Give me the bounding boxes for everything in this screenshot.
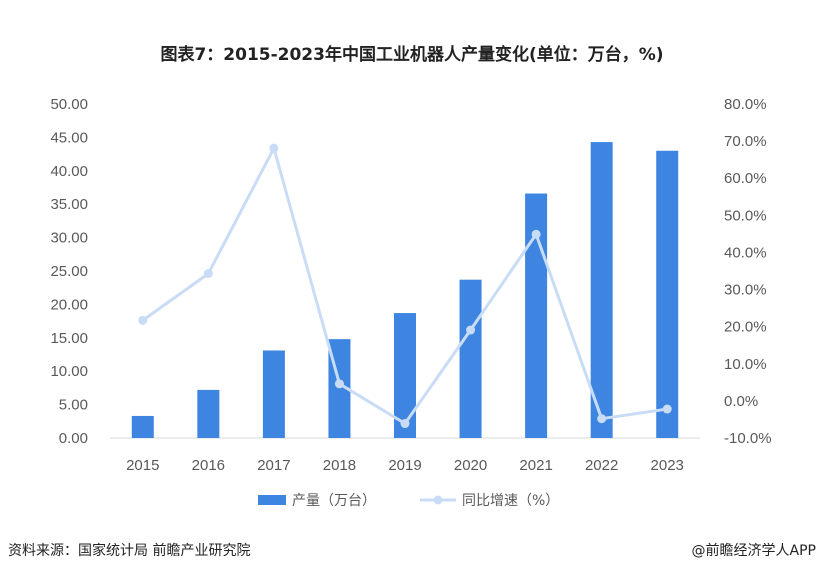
left-axis-tick-label: 40.00 — [50, 163, 88, 180]
x-axis-tick-label: 2015 — [126, 457, 159, 474]
bar — [131, 415, 154, 438]
line-point — [269, 143, 279, 153]
x-axis-ticks: 2015 2016 2017 2018 2019 2020 2021 2022 2023 — [126, 457, 684, 474]
line-point — [400, 419, 410, 429]
legend-line-label: 同比增速（%） — [462, 493, 559, 509]
right-axis-tick-label: -10.0% — [724, 430, 772, 447]
left-axis-tick-label: 5.00 — [59, 397, 88, 414]
line-point — [597, 414, 607, 424]
right-axis-tick-label: 0.0% — [724, 393, 758, 410]
right-axis-tick-label: 50.0% — [724, 207, 767, 224]
bar — [656, 150, 679, 438]
right-axis-tick-label: 60.0% — [724, 170, 767, 187]
left-axis-tick-label: 20.00 — [50, 296, 88, 313]
line-point — [531, 229, 541, 239]
left-axis-tick-label: 50.00 — [50, 96, 88, 113]
left-axis-tick-label: 0.00 — [59, 430, 88, 447]
left-axis-tick-label: 10.00 — [50, 363, 88, 380]
left-axis-tick-label: 45.00 — [50, 129, 88, 146]
bar — [262, 350, 285, 438]
bar — [394, 313, 416, 438]
x-axis-tick-label: 2022 — [585, 457, 618, 474]
bar — [525, 193, 548, 438]
x-axis-tick-label: 2017 — [257, 457, 290, 474]
bar — [197, 389, 220, 438]
legend: 产量（万台） 同比增速（%） — [258, 493, 559, 509]
x-axis-tick-label: 2016 — [192, 457, 225, 474]
x-axis-tick-label: 2020 — [454, 457, 487, 474]
left-axis-ticks: 50.00 45.00 40.00 35.00 30.00 25.00 20.00 15.00… — [50, 96, 88, 447]
right-axis-tick-label: 30.0% — [724, 282, 767, 299]
right-axis-tick-label: 80.0% — [724, 96, 767, 113]
bar-series — [131, 142, 679, 439]
x-axis-tick-label: 2023 — [651, 457, 684, 474]
line-point — [334, 379, 344, 389]
line-point — [203, 269, 213, 279]
chart-title: 图表7：2015-2023年中国工业机器人产量变化(单位：万台，%) — [160, 45, 664, 65]
bar — [590, 142, 613, 439]
right-axis-tick-label: 20.0% — [724, 319, 767, 336]
left-axis-tick-label: 30.00 — [50, 230, 88, 247]
left-axis-tick-label: 15.00 — [50, 330, 88, 347]
right-axis-tick-label: 70.0% — [724, 133, 767, 150]
left-axis-tick-label: 25.00 — [50, 263, 88, 280]
line-series — [138, 143, 672, 429]
footer-brand: @前瞻经济学人APP — [691, 543, 816, 559]
line-point — [466, 325, 476, 335]
legend-bar-label: 产量（万台） — [292, 493, 376, 509]
legend-bar-swatch — [258, 495, 286, 505]
left-axis-tick-label: 35.00 — [50, 196, 88, 213]
line-point — [662, 404, 672, 414]
x-axis-tick-label: 2021 — [519, 457, 552, 474]
bar — [459, 279, 482, 438]
right-axis-ticks: 80.0% 70.0% 60.0% 50.0% 40.0% 30.0% 20.0% 10.0%… — [724, 96, 772, 447]
line-point — [138, 315, 148, 325]
footer-source: 资料来源：国家统计局 前瞻产业研究院 — [8, 543, 251, 559]
x-axis-tick-label: 2019 — [388, 457, 421, 474]
right-axis-tick-label: 40.0% — [724, 244, 767, 261]
legend-line-dot — [433, 495, 443, 505]
x-axis-tick-label: 2018 — [323, 457, 356, 474]
right-axis-tick-label: 10.0% — [724, 356, 767, 373]
